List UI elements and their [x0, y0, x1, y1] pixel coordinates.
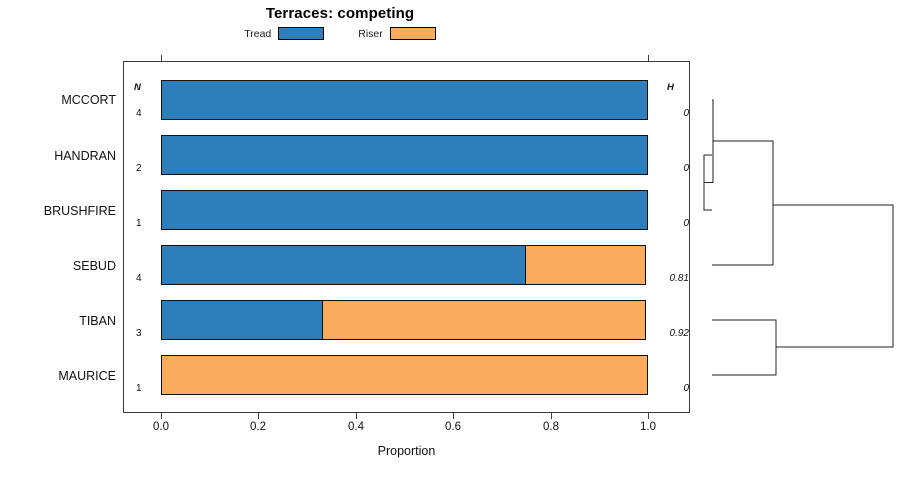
chart-title: Terraces: competing	[265, 5, 415, 22]
legend-label-riser: Riser	[358, 27, 383, 40]
xtick-label-5: 1.0	[640, 421, 656, 433]
table-row	[161, 80, 648, 120]
dendro-link-mccort-pair	[704, 99, 714, 184]
bar-segment-tread	[161, 245, 527, 285]
bar-segment-tread	[161, 190, 648, 230]
row-label-brushfire: BRUSHFIRE	[43, 204, 116, 218]
dendro-link-tiban-maurice	[712, 319, 777, 376]
row-n-maurice: 1	[136, 383, 142, 394]
table-row	[161, 355, 648, 395]
row-label-sebud: SEBUD	[72, 259, 116, 273]
xtick-mark-4	[551, 413, 552, 419]
row-n-mccort: 4	[136, 108, 142, 119]
xtick-mark-0	[161, 413, 162, 419]
bar-segment-riser	[524, 245, 647, 285]
legend-entry-riser: Riser	[358, 27, 436, 40]
row-label-tiban: TIBAN	[79, 314, 116, 328]
table-row	[161, 300, 648, 340]
bar-segment-riser	[161, 355, 648, 395]
row-n-sebud: 4	[136, 273, 142, 284]
legend-swatch-tread	[278, 27, 325, 40]
dendro-link-root	[773, 204, 894, 348]
xtick-mark-2	[356, 413, 357, 419]
legend-label-tread: Tread	[244, 27, 272, 40]
xtick-mark-3	[453, 413, 454, 419]
panel-top-tick-left	[161, 55, 162, 61]
bar-segment-tread	[161, 135, 648, 175]
row-n-handran: 2	[136, 163, 142, 174]
xaxis-title: Proportion	[377, 444, 436, 458]
legend-swatch-riser	[389, 27, 436, 40]
legend-entry-tread: Tread	[244, 27, 325, 40]
column-header-n: N	[134, 82, 141, 93]
row-h-tiban: 0.92	[669, 328, 689, 339]
row-label-handran: HANDRAN	[54, 149, 116, 163]
table-row	[161, 135, 648, 175]
row-h-brushfire: 0	[683, 218, 689, 229]
table-row	[161, 190, 648, 230]
bar-segment-riser	[321, 300, 647, 340]
row-h-maurice: 0	[683, 383, 689, 394]
xtick-label-4: 0.8	[543, 421, 559, 433]
dendrogram	[690, 61, 900, 413]
bar-segment-tread	[161, 80, 648, 120]
xtick-mark-1	[258, 413, 259, 419]
row-h-sebud: 0.81	[669, 273, 689, 284]
row-label-mccort: MCCORT	[61, 93, 116, 107]
dendro-link-upper-sebud	[712, 140, 774, 266]
xtick-label-2: 0.4	[348, 421, 364, 433]
row-h-mccort: 0	[683, 108, 689, 119]
row-n-brushfire: 1	[136, 218, 142, 229]
dendrogram-svg	[703, 99, 894, 376]
row-n-tiban: 3	[136, 328, 142, 339]
xtick-label-1: 0.2	[250, 421, 266, 433]
row-h-handran: 0	[683, 163, 689, 174]
bar-segment-tread	[161, 300, 324, 340]
chart-legend: Tread Riser	[0, 27, 680, 40]
xtick-label-0: 0.0	[153, 421, 169, 433]
table-row	[161, 245, 648, 285]
column-header-h: H	[667, 82, 674, 93]
row-label-maurice: MAURICE	[58, 369, 116, 383]
xtick-mark-5	[648, 413, 649, 419]
panel-top-tick-right	[648, 55, 649, 61]
xtick-label-3: 0.6	[445, 421, 461, 433]
